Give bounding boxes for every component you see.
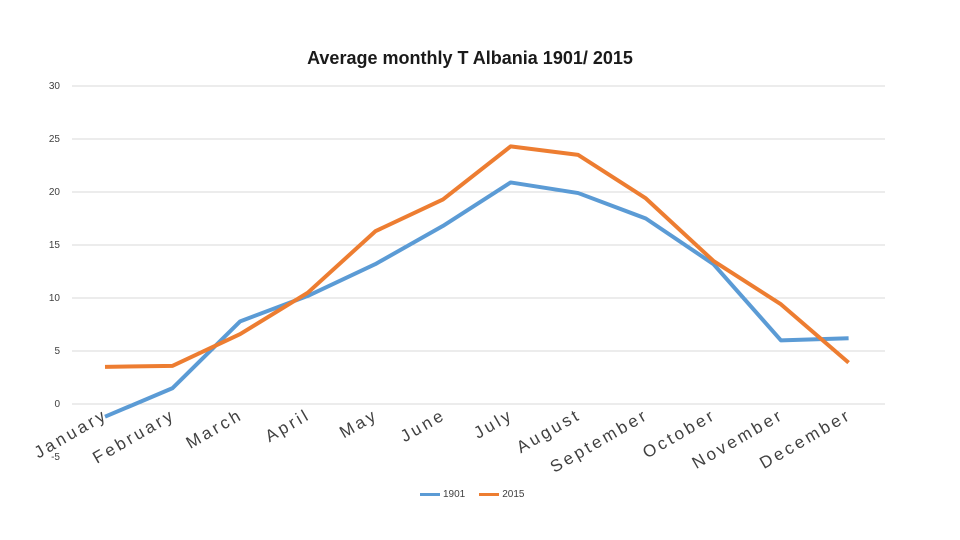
y-tick-label: 10 (49, 293, 61, 304)
x-tick-label: July (471, 405, 517, 443)
chart-title: Average monthly T Albania 1901/ 2015 (307, 48, 633, 68)
legend-label-1901: 1901 (443, 489, 466, 500)
y-tick-label: -5 (51, 452, 60, 463)
legend: 1901 2015 (420, 489, 525, 500)
x-tick-label: May (336, 405, 381, 442)
legend-item-2015: 2015 (479, 489, 525, 500)
legend-item-1901: 1901 (420, 489, 465, 500)
series-line-1901 (104, 180, 849, 419)
y-tick-label: 30 (49, 81, 61, 92)
x-tick-label: April (262, 405, 314, 446)
legend-label-2015: 2015 (502, 489, 525, 500)
legend-swatch-1901 (420, 493, 440, 496)
y-tick-label: 25 (49, 134, 61, 145)
y-tick-label: 0 (54, 399, 60, 410)
legend-swatch-2015 (479, 493, 500, 496)
y-tick-label: 20 (49, 187, 61, 198)
series-line-2015 (104, 144, 850, 369)
y-tick-label: 5 (54, 346, 60, 357)
x-tick-label: March (183, 405, 246, 453)
x-tick-label: June (397, 405, 449, 446)
y-tick-label: 15 (49, 240, 61, 251)
